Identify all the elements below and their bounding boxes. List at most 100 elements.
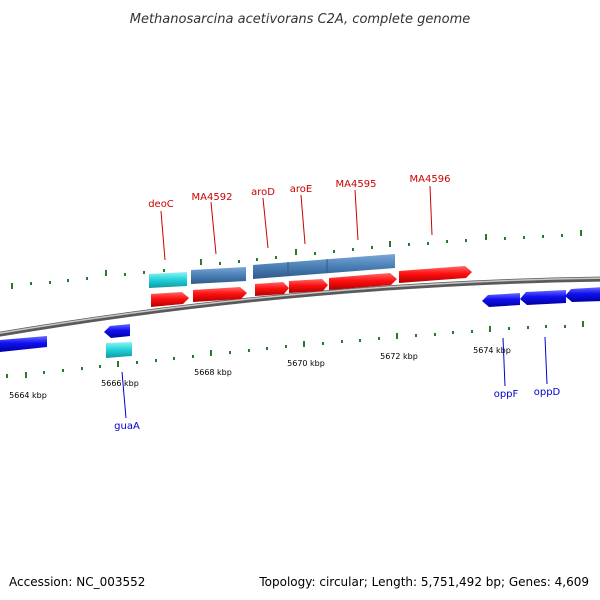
tick-mark <box>504 237 506 240</box>
gene-label-aroE[interactable]: aroE <box>290 184 312 195</box>
gene-feature-MA4592[interactable] <box>191 267 246 284</box>
tick-mark <box>117 361 119 367</box>
tick-mark <box>219 262 221 265</box>
tick-mark <box>434 333 436 336</box>
tick-mark <box>200 259 202 265</box>
tick-mark <box>155 359 157 362</box>
tick-mark <box>523 236 525 239</box>
tick-mark <box>275 256 277 259</box>
gene-label-MA4595[interactable]: MA4595 <box>336 179 377 190</box>
leader-line <box>544 336 548 385</box>
tick-mark <box>229 351 231 354</box>
leader-line <box>300 194 306 245</box>
tick-mark <box>25 372 27 378</box>
gene-label-oppD[interactable]: oppD <box>534 387 561 398</box>
cds-arrow-deoC[interactable] <box>151 292 189 307</box>
gene-feature-guaA[interactable] <box>106 342 132 358</box>
cds-arrow-oppD[interactable] <box>520 290 566 305</box>
tick-mark <box>322 342 324 345</box>
tick-mark <box>352 248 354 251</box>
tick-mark <box>295 249 297 255</box>
tick-mark <box>489 326 491 332</box>
gene-label-aroD[interactable]: aroD <box>251 187 275 198</box>
tick-label-5674: 5674 kbp <box>473 346 511 355</box>
tick-mark <box>341 340 343 343</box>
tick-mark <box>105 270 107 276</box>
genome-backbone-highlight <box>0 277 600 334</box>
map-title: Methanosarcina acetivorans C2A, complete… <box>130 12 471 27</box>
cds-arrow-guaA[interactable] <box>104 324 130 338</box>
gene-label-deoC[interactable]: deoC <box>148 199 174 210</box>
tick-mark <box>314 252 316 255</box>
cds-arrow-MA4592[interactable] <box>193 287 247 302</box>
tick-mark <box>124 273 126 276</box>
tick-mark <box>452 331 454 334</box>
cds-arrow-aroE[interactable] <box>289 279 328 293</box>
leader-line <box>121 371 127 419</box>
forward-cds-row <box>151 266 472 307</box>
gene-label-MA4592[interactable]: MA4592 <box>192 192 233 203</box>
tick-mark <box>582 321 584 327</box>
tick-mark <box>465 239 467 242</box>
reverse-cds-row <box>0 287 600 352</box>
cds-arrow-aroD[interactable] <box>255 282 289 296</box>
cds-arrow-MA4596[interactable] <box>399 266 472 283</box>
tick-mark <box>86 277 88 280</box>
tick-mark <box>427 242 429 245</box>
tick-label-5668: 5668 kbp <box>194 368 232 377</box>
tick-label-5672: 5672 kbp <box>380 352 418 361</box>
tick-mark <box>371 246 373 249</box>
tick-mark <box>192 355 194 358</box>
forward-gene-labels: deoC MA4592 aroD aroE MA4595 MA4596 <box>148 174 451 261</box>
position-labels: 5664 kbp 5666 kbp 5668 kbp 5670 kbp 5672… <box>9 346 511 400</box>
tick-mark <box>6 374 8 378</box>
tick-mark <box>30 282 32 285</box>
tick-mark <box>62 369 64 372</box>
tick-mark <box>136 361 138 364</box>
leader-line <box>354 189 359 241</box>
genome-summary-text: Topology: circular; Length: 5,751,492 bp… <box>258 575 589 589</box>
reverse-gene-labels: guaA oppF oppD <box>114 336 561 432</box>
tick-label-5670: 5670 kbp <box>287 359 325 368</box>
gene-label-MA4596[interactable]: MA4596 <box>410 174 451 185</box>
tick-mark <box>143 271 145 274</box>
tick-mark <box>446 240 448 243</box>
gene-label-oppF[interactable]: oppF <box>494 389 519 400</box>
leader-line <box>210 201 217 255</box>
tick-mark <box>415 334 417 337</box>
tick-mark <box>527 326 529 329</box>
upper-tick-row <box>11 230 582 289</box>
tick-mark <box>545 325 547 328</box>
lower-tick-row <box>6 321 584 378</box>
tick-mark <box>389 241 391 247</box>
leader-line <box>262 197 269 249</box>
cds-arrow-reverse-left[interactable] <box>0 336 47 352</box>
gene-feature-deoC[interactable] <box>149 272 187 288</box>
tick-mark <box>256 258 258 261</box>
leader-line <box>429 185 433 236</box>
tick-mark <box>508 327 510 330</box>
tick-mark <box>173 357 175 360</box>
tick-mark <box>561 234 563 237</box>
tick-mark <box>49 281 51 284</box>
tick-mark <box>285 345 287 348</box>
tick-label-5664: 5664 kbp <box>9 391 47 400</box>
genome-backbone <box>0 276 600 337</box>
tick-mark <box>359 339 361 342</box>
tick-mark <box>81 367 83 370</box>
tick-mark <box>396 333 398 339</box>
tick-mark <box>485 234 487 240</box>
cds-arrow-oppF[interactable] <box>482 293 520 307</box>
tick-mark <box>210 350 212 356</box>
cds-arrow-reverse-right[interactable] <box>565 287 600 302</box>
tick-mark <box>471 330 473 333</box>
tick-mark <box>542 235 544 238</box>
cds-arrow-MA4595[interactable] <box>329 273 397 290</box>
tick-mark <box>266 347 268 350</box>
tick-mark <box>163 269 165 272</box>
tick-mark <box>67 279 69 282</box>
gene-label-guaA[interactable]: guaA <box>114 421 140 432</box>
leader-line <box>160 210 166 261</box>
